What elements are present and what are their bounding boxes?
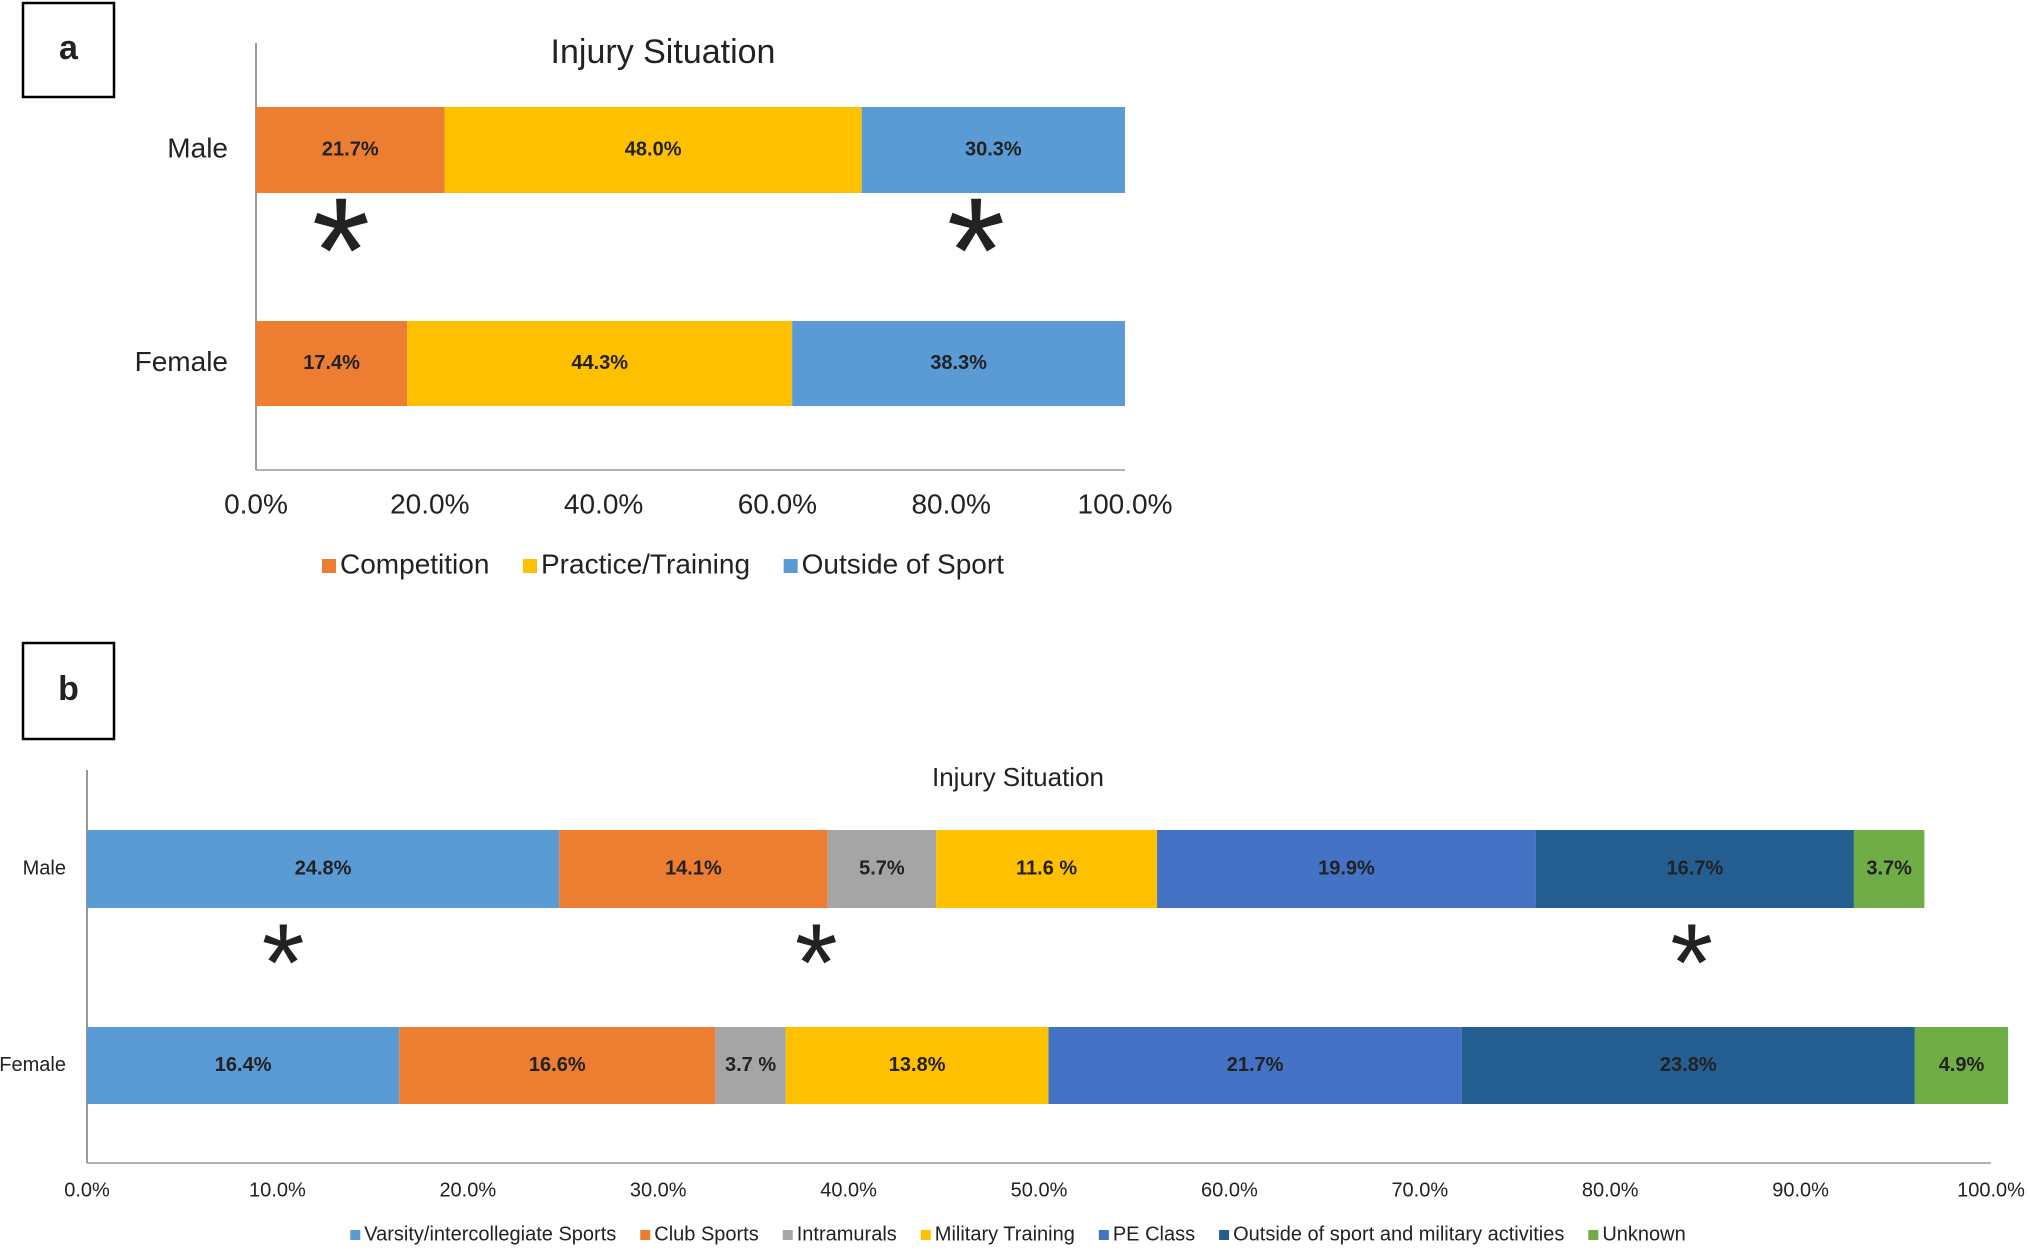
value-label: 16.4%	[215, 1054, 272, 1076]
x-tick-label: 0.0%	[64, 1179, 110, 1201]
bar-segment	[87, 1027, 400, 1104]
value-label: 17.4%	[303, 352, 360, 374]
bar-segment	[715, 1027, 786, 1104]
bar-segment	[256, 107, 445, 193]
x-tick-label: 100.0%	[1957, 1179, 2025, 1201]
value-label: 4.9%	[1939, 1054, 1985, 1076]
significance-marker: *	[262, 902, 305, 1025]
legend-swatch	[1098, 1230, 1109, 1240]
panel-box	[21, 641, 116, 741]
significance-marker: *	[1670, 902, 1713, 1025]
legend-label: Practice/Training	[541, 548, 750, 579]
legend-swatch	[1219, 1230, 1230, 1240]
x-tick-label: 80.0%	[911, 488, 990, 519]
legend-label: Unknown	[1602, 1223, 1685, 1245]
panel-label: b	[58, 670, 79, 708]
value-label: 3.7%	[1866, 857, 1912, 879]
legend-swatch	[1588, 1230, 1599, 1240]
panel-box	[21, 1, 116, 99]
value-label: 48.0%	[625, 138, 682, 160]
x-tick-label: 100.0%	[1078, 488, 1173, 519]
x-tick-label: 70.0%	[1391, 1179, 1448, 1201]
value-label: 11.6 %	[1016, 857, 1077, 879]
bar-segment	[407, 321, 793, 406]
chart-title: Injury Situation	[551, 33, 776, 71]
value-label: 14.1%	[665, 857, 722, 879]
legend-swatch	[523, 559, 538, 573]
value-label: 38.3%	[930, 352, 987, 374]
value-label: 21.7%	[322, 138, 379, 160]
x-tick-label: 90.0%	[1772, 1179, 1829, 1201]
legend-label: Outside of Sport	[802, 548, 1005, 579]
significance-marker: *	[795, 902, 838, 1025]
value-label: 30.3%	[965, 138, 1022, 160]
legend: Competition Practice/Training Outside of S…	[322, 548, 1004, 579]
x-tick-label: 50.0%	[1011, 1179, 1068, 1201]
bar-segment	[256, 321, 408, 406]
value-label: 5.7%	[859, 857, 905, 879]
significance-marker: *	[947, 166, 1005, 334]
bar-segment	[559, 830, 828, 908]
legend-label: Intramurals	[797, 1223, 897, 1245]
bar-segment	[87, 830, 560, 908]
bar-segment	[936, 830, 1158, 908]
value-label: 13.8%	[889, 1054, 946, 1076]
bar-segment	[1853, 830, 1925, 908]
bar-segment	[785, 1027, 1049, 1104]
category-label: Female	[135, 346, 228, 377]
x-tick-label: 20.0%	[439, 1179, 496, 1201]
bar-segment	[1914, 1027, 2009, 1104]
bar-segment	[1461, 1027, 1915, 1104]
panel-label: a	[59, 29, 79, 67]
legend-swatch	[322, 559, 337, 573]
x-tick-label: 60.0%	[1201, 1179, 1258, 1201]
x-tick-label: 10.0%	[249, 1179, 306, 1201]
category-label: Male	[23, 857, 66, 879]
value-label: 44.3%	[571, 352, 628, 374]
value-label: 21.7%	[1227, 1054, 1284, 1076]
legend-label: Varsity/intercollegiate Sports	[364, 1223, 616, 1245]
legend-swatch	[640, 1230, 651, 1240]
x-tick-label: 80.0%	[1582, 1179, 1639, 1201]
bar-segment	[444, 107, 862, 193]
value-label: 16.6%	[529, 1054, 586, 1076]
bar-segment	[1535, 830, 1854, 908]
value-label: 16.7%	[1667, 857, 1724, 879]
legend-swatch	[783, 559, 798, 573]
x-tick-label: 20.0%	[390, 488, 469, 519]
x-tick-label: 60.0%	[738, 488, 817, 519]
bar-segment	[1157, 830, 1536, 908]
bar-segment	[861, 107, 1125, 193]
category-label: Female	[0, 1054, 66, 1076]
chart-title: Injury Situation	[932, 762, 1104, 792]
legend-label: PE Class	[1113, 1223, 1195, 1245]
significance-marker: *	[312, 166, 370, 334]
legend-label: Competition	[340, 548, 489, 579]
category-label: Male	[167, 132, 228, 163]
x-tick-label: 0.0%	[224, 488, 288, 519]
x-tick-label: 40.0%	[564, 488, 643, 519]
x-tick-label: 30.0%	[630, 1179, 687, 1201]
bar-segment	[792, 321, 1125, 406]
bar-segment	[1048, 1027, 1462, 1104]
legend-label: Outside of sport and military activities	[1233, 1223, 1564, 1245]
legend-swatch	[920, 1230, 931, 1240]
bar-segment	[827, 830, 937, 908]
legend-label: Military Training	[935, 1223, 1075, 1245]
legend-label: Club Sports	[654, 1223, 759, 1245]
value-label: 3.7 %	[725, 1054, 776, 1076]
value-label: 23.8%	[1660, 1054, 1717, 1076]
legend-swatch	[782, 1230, 793, 1240]
legend: Varsity/intercollegiate Sports Club Sport…	[350, 1223, 1686, 1245]
value-label: 19.9%	[1318, 857, 1375, 879]
bar-segment	[399, 1027, 716, 1104]
value-label: 24.8%	[295, 857, 352, 879]
legend-swatch	[350, 1230, 361, 1240]
x-tick-label: 40.0%	[820, 1179, 877, 1201]
